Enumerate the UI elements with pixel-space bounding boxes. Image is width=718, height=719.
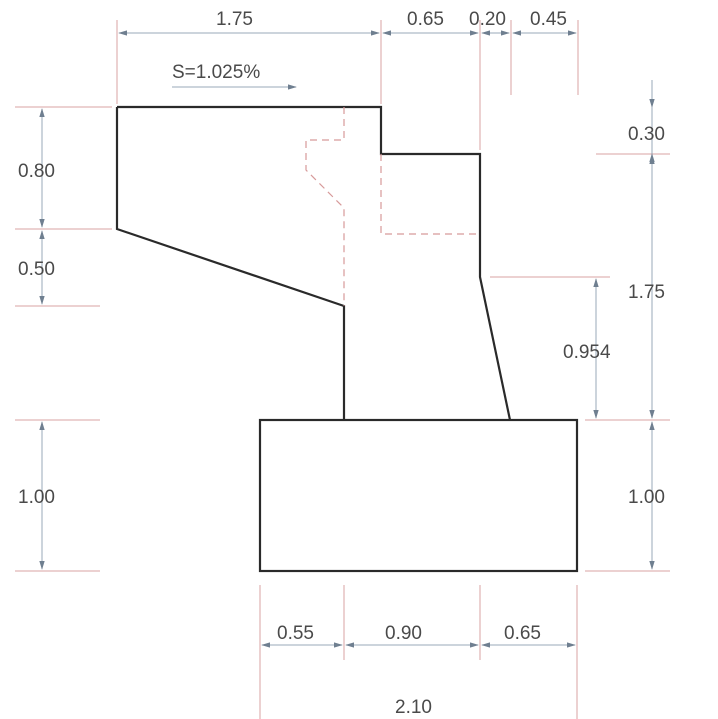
- dim-right-top-offset: 0.30: [628, 124, 665, 145]
- slope-label: S=1.025%: [172, 62, 260, 83]
- hidden-lines: [305, 107, 480, 306]
- section-outline: [115, 105, 579, 573]
- dim-top-mid-width: 0.65: [407, 9, 444, 30]
- dim-right-base-height: 1.00: [628, 487, 665, 508]
- dim-left-upper-height: 0.80: [18, 161, 55, 182]
- footing-outline: [258, 418, 579, 573]
- dim-left-lower-height: 0.50: [18, 259, 55, 280]
- upper-section-outline: [115, 105, 512, 421]
- dim-top-left-width: 1.75: [216, 9, 253, 30]
- dim-left-base-height: 1.00: [18, 487, 55, 508]
- dim-top-gap-width: 0.20: [469, 9, 506, 30]
- dimension-lines: [39, 30, 655, 648]
- dimension-labels: 1.75 0.65 0.20 0.45 S=1.025% 0.80 0.50 1…: [18, 9, 665, 718]
- dim-inner-stem-height: 0.954: [563, 342, 611, 363]
- dim-bottom-right-width: 0.65: [504, 623, 541, 644]
- dim-right-stem-height: 1.75: [628, 282, 665, 303]
- dim-bottom-total-width: 2.10: [395, 697, 432, 718]
- extension-lines: [15, 20, 670, 719]
- dim-bottom-left-width: 0.55: [277, 623, 314, 644]
- dim-bottom-mid-width: 0.90: [385, 623, 422, 644]
- dim-top-right-width: 0.45: [530, 9, 567, 30]
